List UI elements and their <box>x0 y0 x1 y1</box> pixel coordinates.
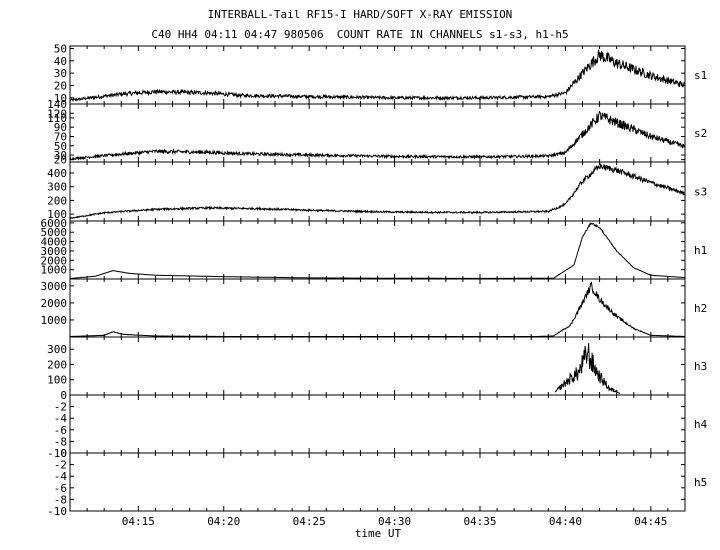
y-tick-label: -6 <box>54 424 67 437</box>
y-tick-label: 2000 <box>41 297 68 310</box>
y-tick-label: -2 <box>54 459 67 472</box>
y-tick-label: 140 <box>47 98 67 111</box>
y-tick-label: 30 <box>54 67 67 80</box>
panel-frame <box>69 103 686 163</box>
y-tick-label: -4 <box>54 412 68 425</box>
y-tick-label: 3000 <box>41 280 68 293</box>
panel-frame <box>69 220 686 280</box>
series-line-s2 <box>69 110 686 161</box>
channel-label-s3: s3 <box>694 186 707 199</box>
y-tick-label: 200 <box>47 194 67 207</box>
y-tick-label: 300 <box>47 343 67 356</box>
y-tick-label: 1000 <box>41 314 68 327</box>
series-line-s1 <box>69 49 686 103</box>
channel-label-h2: h2 <box>694 302 707 315</box>
channel-label-h1: h1 <box>694 244 707 257</box>
x-tick-label: 04:20 <box>207 515 240 528</box>
y-tick-label: 70 <box>54 130 67 143</box>
channel-label-h4: h4 <box>694 418 708 431</box>
y-tick-label: 6000 <box>41 217 68 230</box>
y-tick-label: 0 <box>60 447 67 460</box>
y-tick-label: 30 <box>54 149 67 162</box>
x-axis-label: time UT <box>355 527 402 540</box>
y-tick-label: 20 <box>54 154 67 167</box>
y-tick-label: 50 <box>54 140 67 153</box>
panel-frame <box>69 452 686 512</box>
x-tick-label: 04:40 <box>549 515 582 528</box>
chart-title: INTERBALL-Tail RF15-I HARD/SOFT X-RAY EM… <box>207 8 513 21</box>
series-line-h1 <box>70 222 685 279</box>
chart-panels: 1020304050s12030507090110120140s21002003… <box>41 42 708 518</box>
channel-label-h3: h3 <box>694 360 707 373</box>
y-tick-label: 20 <box>54 79 67 92</box>
channel-label-s1: s1 <box>694 69 707 82</box>
series-line-s3 <box>69 163 686 220</box>
y-tick-label: -8 <box>54 493 67 506</box>
y-tick-label: -4 <box>54 470 68 483</box>
y-tick-label: -6 <box>54 482 67 495</box>
x-tick-label: 04:25 <box>293 515 326 528</box>
y-tick-label: 90 <box>54 121 67 134</box>
y-tick-label: -8 <box>54 435 67 448</box>
series-line-h3 <box>554 343 621 394</box>
channel-label-s2: s2 <box>694 127 707 140</box>
y-tick-label: 10 <box>54 92 67 105</box>
panel-h2: 1000 2000 3000 h2 <box>41 278 707 338</box>
y-tick-label: 50 <box>54 42 67 55</box>
x-tick-label: 04:35 <box>463 515 496 528</box>
series-line-h2 <box>70 281 685 338</box>
y-tick-label: 100 <box>47 208 67 221</box>
x-axis: 04:15 04:20 04:25 04:30 04:35 04:40 04:45 <box>122 515 668 528</box>
x-tick-label: 04:30 <box>378 515 411 528</box>
panel-frame <box>69 394 686 454</box>
y-tick-label: -10 <box>47 505 67 518</box>
panel-frame <box>69 45 686 105</box>
y-tick-label: 2000 <box>41 254 68 267</box>
panel-frame <box>69 278 686 338</box>
y-tick-label: 40 <box>54 55 67 68</box>
chart-subtitle: C40 HH4 04:11 04:47 980506 COUNT RATE IN… <box>151 28 569 41</box>
y-tick-label: 5000 <box>41 226 68 239</box>
y-tick-label: 3000 <box>41 245 68 258</box>
y-tick-label: 300 <box>47 181 67 194</box>
y-tick-label: 400 <box>47 167 67 180</box>
y-tick-label: 120 <box>47 107 67 120</box>
panel-h3: 100 200 300 h3 <box>47 336 707 396</box>
y-tick-label: 0 <box>60 389 67 402</box>
x-tick-label: 04:45 <box>634 515 667 528</box>
channel-label-h5: h5 <box>694 476 707 489</box>
y-tick-label: 100 <box>47 374 67 387</box>
y-tick-label: -2 <box>54 401 67 414</box>
y-tick-label: 1000 <box>41 264 68 277</box>
y-tick-label: 4000 <box>41 236 68 249</box>
x-tick-label: 04:15 <box>122 515 155 528</box>
y-tick-label: -10 <box>47 447 67 460</box>
y-tick-label: 110 <box>47 112 67 125</box>
y-tick-label: 200 <box>47 358 67 371</box>
